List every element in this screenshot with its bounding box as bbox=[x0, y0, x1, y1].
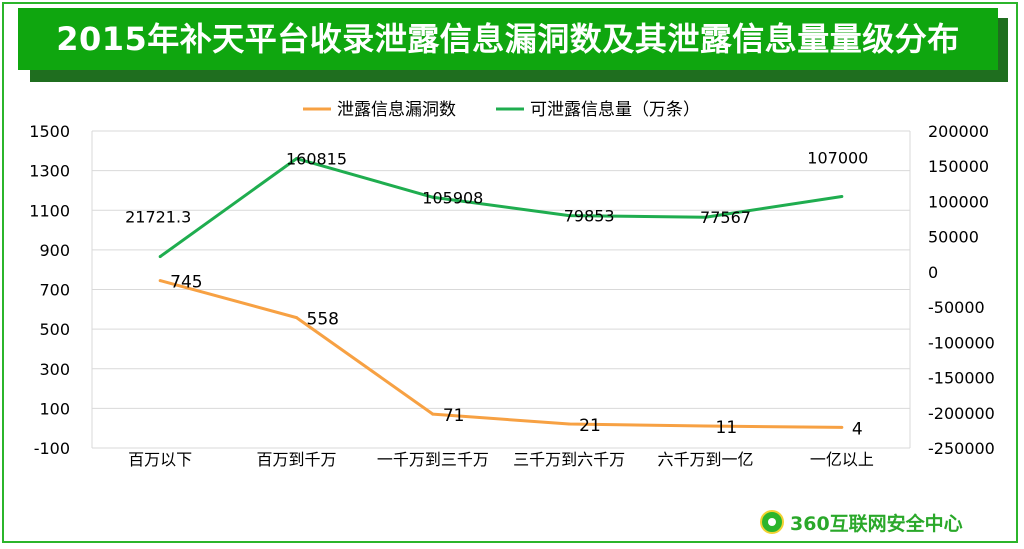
y-right-tick-label: -250000 bbox=[928, 439, 995, 458]
data-point bbox=[295, 157, 298, 161]
data-point bbox=[158, 279, 162, 283]
data-label: 105908 bbox=[422, 188, 483, 207]
brand-logo: 360互联网安全中心 bbox=[760, 508, 963, 536]
y-right-tick-label: -50000 bbox=[928, 298, 985, 317]
y-right-tick-label: 50000 bbox=[928, 228, 979, 247]
data-label: 558 bbox=[307, 310, 339, 330]
data-point bbox=[704, 215, 707, 219]
y-right-tick-label: -200000 bbox=[928, 404, 995, 423]
data-point bbox=[567, 214, 571, 218]
brand-logo-text: 360互联网安全中心 bbox=[790, 512, 963, 535]
chart-frame bbox=[2, 2, 1018, 543]
shield-logo-icon bbox=[760, 510, 784, 534]
data-label: 21 bbox=[579, 416, 601, 436]
y-right-tick-label: 100000 bbox=[928, 192, 989, 211]
x-tick-label: 百万到千万 bbox=[256, 450, 336, 469]
legend-label-2: 可泄露信息量（万条） bbox=[530, 100, 700, 120]
x-tick-label: 六千万到一亿 bbox=[657, 450, 753, 469]
series-line-2 bbox=[159, 157, 843, 258]
y-left-tick-label: 1300 bbox=[29, 162, 70, 181]
data-label: 745 bbox=[170, 273, 202, 293]
y-right-tick-label: 0 bbox=[928, 263, 938, 282]
data-label: 79853 bbox=[564, 207, 615, 226]
legend-label-1: 泄露信息漏洞数 bbox=[337, 100, 456, 120]
data-label: 107000 bbox=[807, 149, 868, 168]
x-tick-label: 三千万到六千万 bbox=[513, 450, 625, 469]
y-left-tick-label: 700 bbox=[39, 281, 70, 300]
data-point bbox=[158, 255, 162, 259]
data-point bbox=[840, 425, 844, 429]
x-tick-label: 一亿以上 bbox=[810, 450, 874, 469]
y-left-tick-label: -100 bbox=[34, 439, 70, 458]
data-point bbox=[295, 316, 298, 320]
data-point bbox=[431, 195, 435, 199]
data-label: 4 bbox=[852, 419, 863, 439]
chart-title: 2015年补天平台收录泄露信息漏洞数及其泄露信息量量级分布 bbox=[18, 8, 998, 70]
y-left-tick-label: 100 bbox=[39, 399, 70, 418]
data-label: 71 bbox=[443, 406, 465, 426]
data-point bbox=[431, 412, 435, 416]
y-left-tick-label: 500 bbox=[39, 320, 70, 339]
data-label: 11 bbox=[716, 418, 738, 438]
y-left-tick-label: 900 bbox=[39, 241, 70, 260]
data-label: 77567 bbox=[700, 208, 751, 227]
y-right-tick-label: 150000 bbox=[928, 157, 989, 176]
y-left-tick-label: 1500 bbox=[29, 122, 70, 141]
y-right-tick-label: 200000 bbox=[928, 122, 989, 141]
x-tick-label: 百万以下 bbox=[128, 450, 192, 469]
y-right-tick-label: -100000 bbox=[928, 333, 995, 352]
data-label: 21721.3 bbox=[125, 208, 191, 227]
y-left-tick-label: 1100 bbox=[29, 201, 70, 220]
data-point bbox=[704, 424, 707, 428]
series-line-1 bbox=[159, 279, 842, 429]
y-left-tick-label: 300 bbox=[39, 360, 70, 379]
y-right-tick-label: -150000 bbox=[928, 369, 995, 388]
data-point bbox=[840, 195, 844, 199]
data-point bbox=[567, 422, 571, 426]
data-label: 160815 bbox=[286, 150, 347, 169]
x-tick-label: 一千万到三千万 bbox=[377, 450, 489, 469]
